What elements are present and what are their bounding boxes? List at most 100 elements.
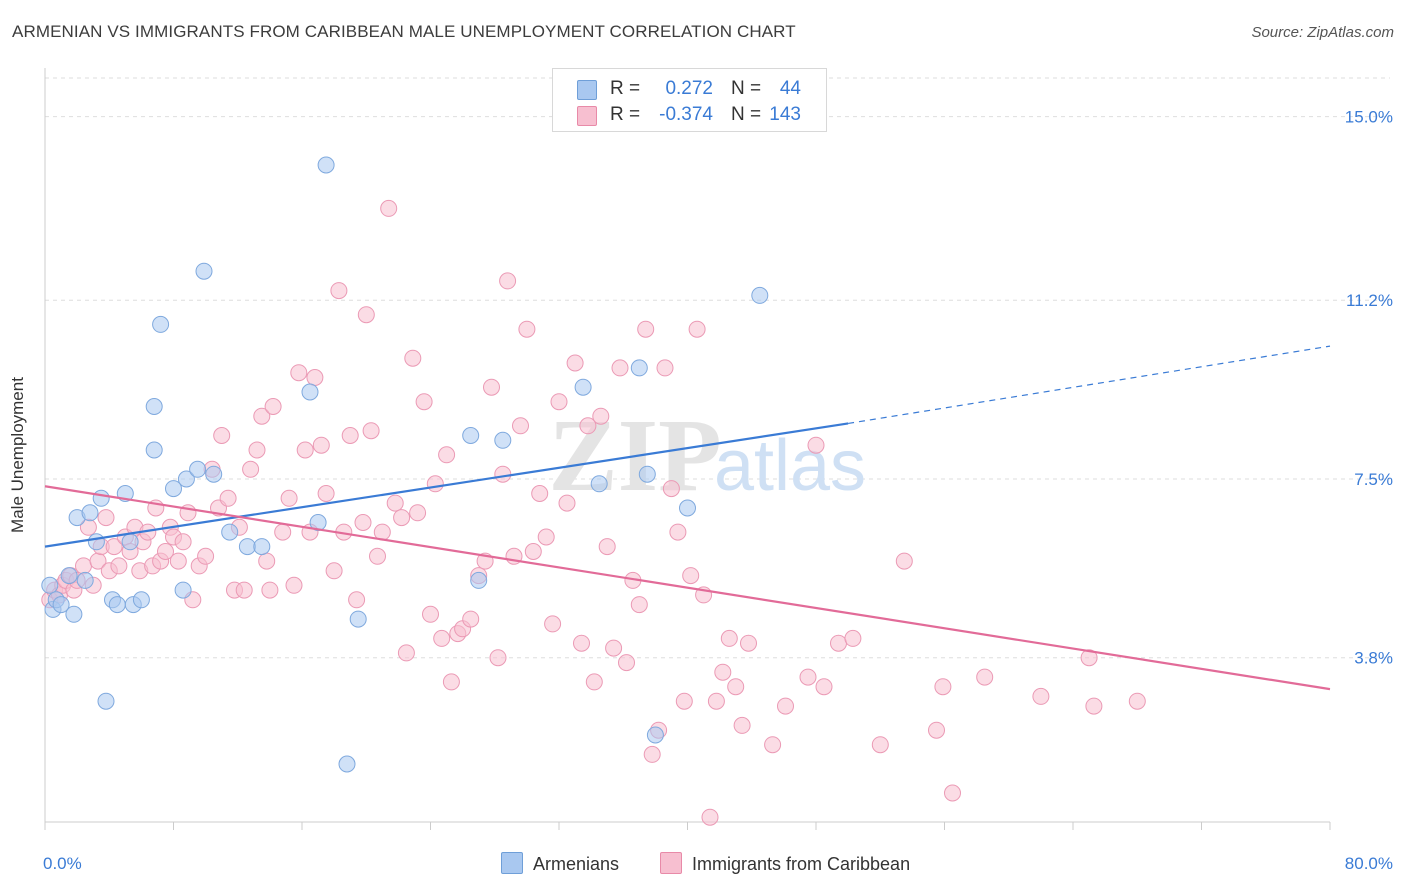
caribbean-point [662,480,680,498]
armenian-point [679,499,696,517]
chart-title: ARMENIAN VS IMMIGRANTS FROM CARIBBEAN MA… [12,22,796,41]
legend-swatch-caribbean [577,106,597,126]
caribbean-point [296,441,314,459]
caribbean-point [242,460,260,478]
caribbean-point [248,441,266,459]
grid-lines [45,77,1390,659]
trend-line-solid [44,485,1331,691]
legend-swatch-armenians [577,80,597,100]
caribbean-point [934,678,952,696]
caribbean-point [928,721,945,739]
caribbean-point [261,581,279,599]
bottom-legend-armenians: Armenians [501,852,619,875]
caribbean-point [592,407,610,425]
y-tick-label: 7.5% [1354,470,1393,489]
caribbean-point [643,745,661,763]
axes [44,68,1331,830]
caribbean-point [306,369,324,386]
caribbean-point [733,716,751,734]
armenian-point [108,596,126,614]
armenian-point [145,441,163,459]
caribbean-point [264,398,282,415]
caribbean-point [512,417,529,435]
x-tick-label: 0.0% [43,854,82,873]
armenian-point [462,427,480,444]
caribbean-point [669,523,687,541]
caribbean-point [397,644,415,662]
trend-line-dashed [848,345,1331,425]
caribbean-point [386,494,404,512]
legend-n-label: N = [731,78,762,99]
caribbean-point [489,649,507,667]
caribbean-point [544,615,562,633]
y-axis-label: Male Unemployment [8,377,27,533]
caribbean-point [537,528,555,546]
caribbean-point [944,784,961,802]
armenian-point [87,533,105,551]
caribbean-point [235,581,253,599]
armenian-point [165,480,182,498]
armenian-point [301,383,319,401]
armenian-point [76,571,94,589]
caribbean-point [714,663,732,681]
armenian-point [65,605,83,623]
y-tick-label: 11.2% [1346,291,1393,310]
bottom-legend-caribbean: Immigrants from Caribbean [660,852,910,875]
armenian-point [338,755,356,773]
armenian-point [145,398,163,415]
armenian-point [177,470,195,488]
bottom-legend-swatch-caribbean [660,852,682,874]
armenian-point [60,567,78,585]
caribbean-point [330,282,348,300]
armenian-point [309,514,327,531]
caribbean-point [422,605,439,623]
caribbean-point [573,634,590,652]
armenian-point [41,576,59,594]
caribbean-point [75,557,92,575]
caribbean-point [369,547,386,565]
caribbean-point [415,393,433,411]
caribbean-point [844,629,862,647]
caribbean-point [807,436,825,454]
armenian-point [590,475,608,493]
caribbean-point [656,359,674,377]
legend-n-label: N = [731,104,762,125]
caribbean-point [105,538,123,556]
caribbean-point [777,697,794,715]
caribbean-point [442,673,460,691]
trend-lines [44,345,1331,691]
caribbean-point [341,427,359,444]
caribbean-point [426,475,444,493]
legend-r-value: -0.374 [659,104,713,125]
x-tick-label: 80.0% [1345,854,1393,873]
armenian-point [470,571,488,589]
caribbean-point [830,634,847,652]
caribbean-point [531,485,549,502]
caribbean-point [462,610,480,628]
caribbean-point [483,378,500,396]
caribbean-point [682,567,700,585]
armenian-point [574,378,592,396]
armenian-point [638,465,656,483]
caribbean-point [518,320,536,338]
legend-n-value: 44 [779,78,801,99]
caribbean-point [585,673,603,691]
bottom-legend-label-armenians: Armenians [533,854,620,874]
caribbean-point [97,509,115,527]
caribbean-point [976,668,994,686]
trend-line-solid [44,422,849,548]
armenian-points [41,156,769,773]
caribbean-point [1080,649,1098,667]
correlation-legend: R = 0.272 N = 44 R = -0.374 N = 143 [552,68,827,132]
caribbean-point [630,596,648,614]
caribbean-point [438,446,456,464]
source-label: Source: ZipAtlas.com [1251,24,1394,41]
caribbean-point [499,272,517,290]
caribbean-point [404,349,422,367]
armenian-point [189,460,207,478]
caribbean-point [174,533,192,551]
armenian-point [238,538,256,556]
armenian-point [349,610,367,628]
y-tick-label: 15.0% [1345,108,1393,127]
